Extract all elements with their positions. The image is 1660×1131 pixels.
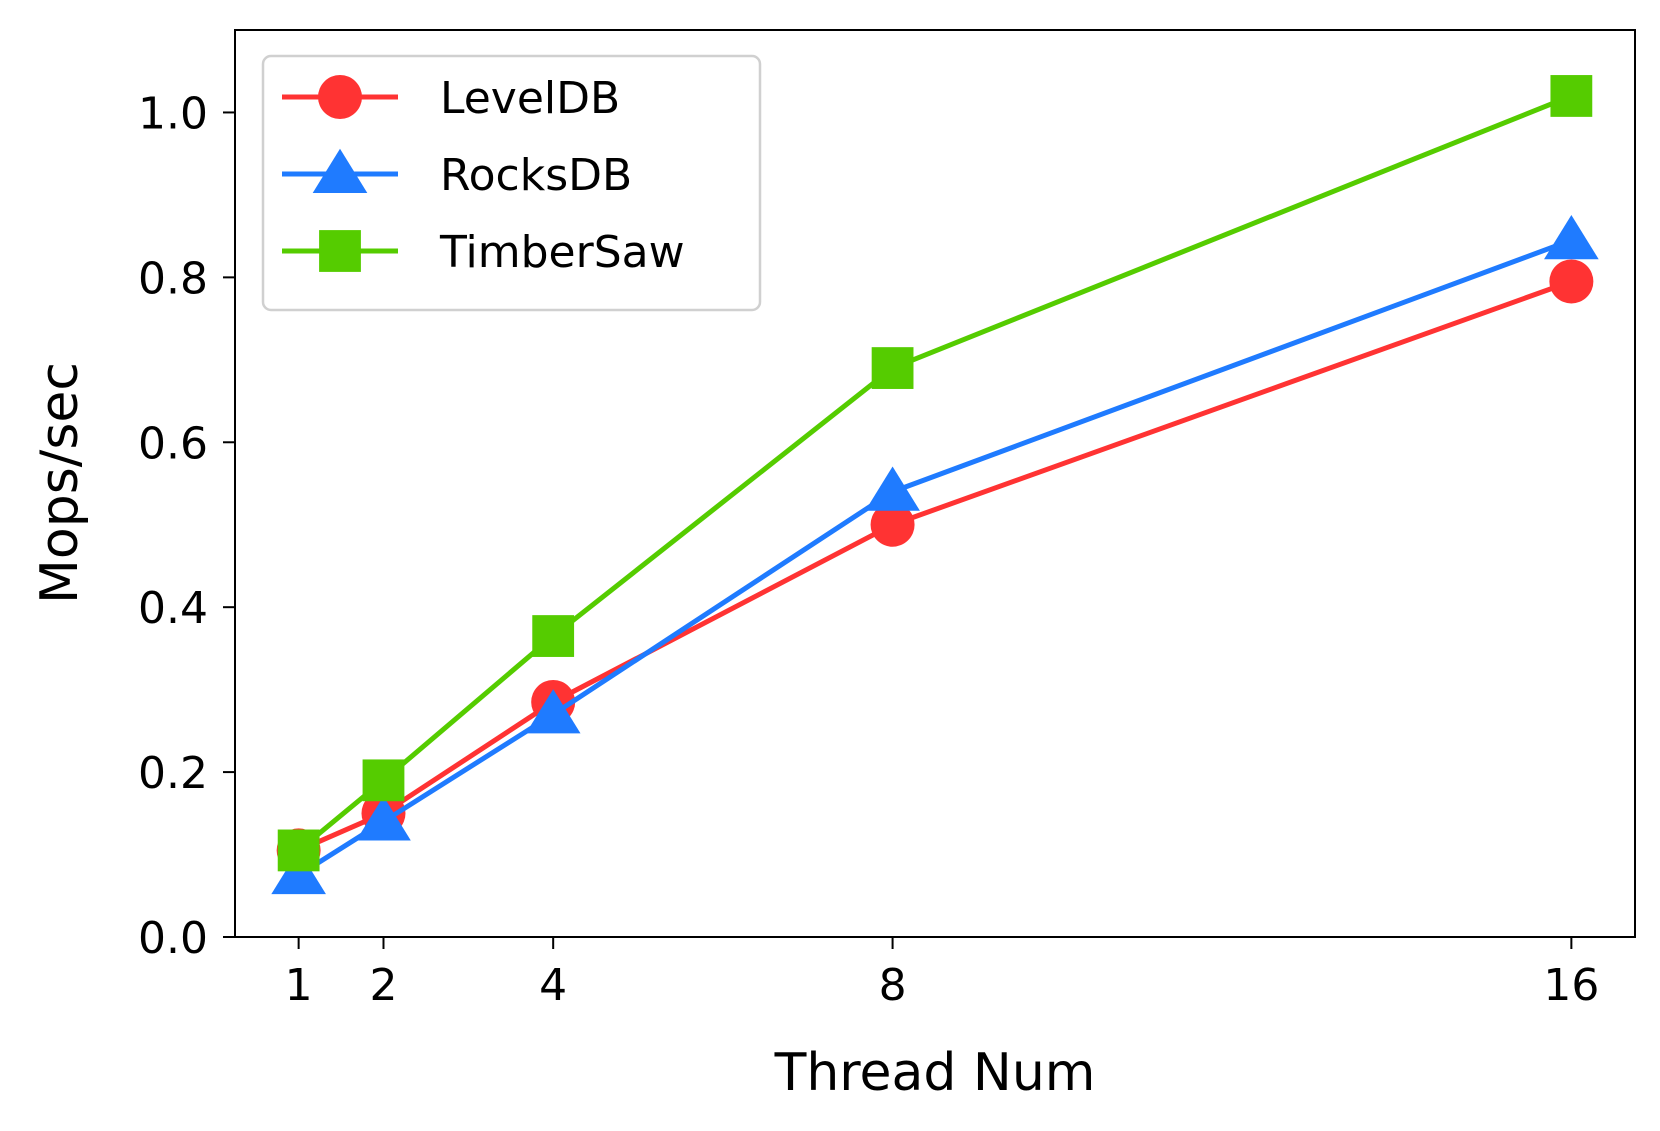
x-tick-label: 4 [539,960,567,1011]
legend-marker-timbersaw [319,230,361,272]
legend-marker-leveldb [318,75,362,119]
legend-label-rocksdb: RocksDB [440,150,632,201]
data-point-leveldb [870,502,915,547]
y-tick-label: 0.0 [138,913,208,964]
legend-item-leveldb: LevelDB [282,73,620,124]
data-point-rocksdb [271,849,326,895]
legend: LevelDB RocksDB TimberSaw [261,54,762,312]
series-line-leveldb [297,279,1573,853]
y-axis-label: Mops/sec [30,362,90,604]
data-point-rocksdb [356,796,411,841]
y-tick-label: 1.0 [138,88,208,139]
y-axis: 0.0 0.2 0.4 0.6 0.8 1.0 [138,88,235,964]
x-tick-label: 8 [879,960,907,1011]
legend-marker-rocksdb [312,148,368,193]
x-tick-label: 16 [1543,960,1599,1011]
y-tick-label: 0.4 [138,583,208,634]
x-axis-label: Thread Num [774,1043,1096,1103]
y-tick-label: 0.8 [138,253,208,304]
legend-box [261,54,762,312]
x-tick-label: 1 [285,960,313,1011]
series-timbersaw [277,75,1593,872]
legend-item-rocksdb: RocksDB [282,148,632,201]
data-point-timbersaw [1550,75,1593,117]
series-line-rocksdb [297,237,1573,878]
data-point-rocksdb [1544,214,1599,260]
series-rocksdb [271,214,1599,895]
data-point-leveldb [1549,259,1594,304]
legend-label-leveldb: LevelDB [440,73,620,124]
y-tick-label: 0.2 [138,748,208,799]
plot-frame [234,29,1636,938]
legend-label-timbersaw: TimberSaw [439,227,685,278]
data-point-timbersaw [532,615,575,657]
x-axis: 1 2 4 8 16 [285,937,1599,1011]
legend-item-timbersaw: TimberSaw [282,227,685,278]
data-point-timbersaw [277,829,320,872]
y-tick-label: 0.6 [138,418,208,469]
data-point-rocksdb [525,689,581,734]
data-point-timbersaw [871,347,914,389]
series-layer [271,75,1599,895]
data-point-rocksdb [865,466,920,511]
x-tick-label: 2 [369,960,397,1011]
legend-items: LevelDB RocksDB TimberSaw [282,73,685,278]
data-point-timbersaw [362,759,405,802]
